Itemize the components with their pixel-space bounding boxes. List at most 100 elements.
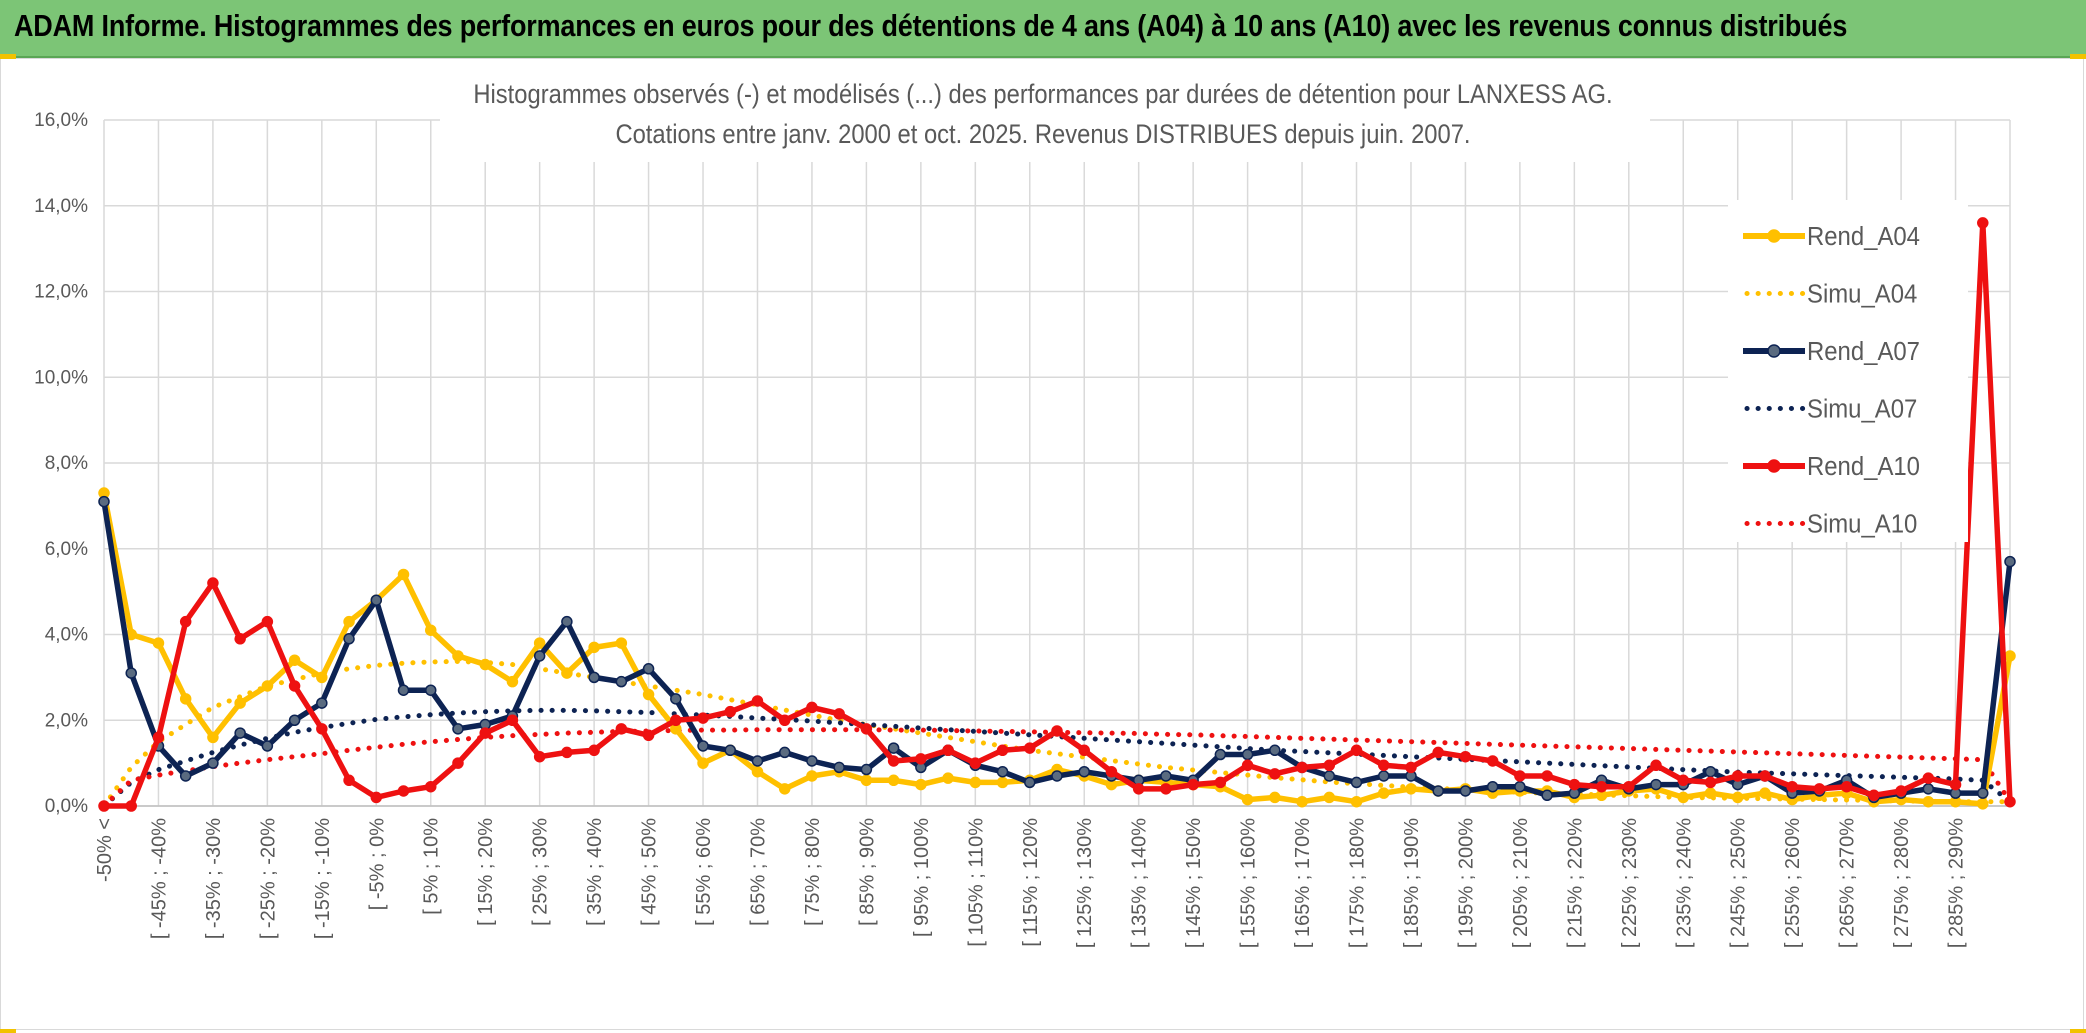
series-point-rend-a07 [125,667,137,679]
series-point-rend-a04 [316,671,328,684]
series-point-rend-a07 [1323,770,1336,782]
series-point-rend-a10 [234,633,246,645]
series-point-rend-a10 [1296,761,1308,774]
x-tick-label: [ 205% ; 210% [1510,818,1532,948]
series-point-rend-a04 [697,757,709,769]
series-point-rend-a04 [1269,791,1281,804]
series-point-rend-a10 [1051,725,1063,737]
series-point-rend-a04 [261,680,274,692]
series-point-rend-a07 [1432,785,1444,797]
legend-marker-rend-a07 [1767,344,1781,358]
series-point-rend-a10 [1813,783,1826,795]
corner-marker [0,54,16,59]
y-tick-label: 8,0% [45,453,88,474]
series-point-rend-a04 [343,615,355,628]
series-point-rend-a07 [370,594,383,606]
series-point-rend-a10 [452,757,464,769]
x-tick-label: [ 85% ; 90% [856,818,878,926]
series-point-rend-a04 [642,688,655,701]
series-point-rend-a10 [1350,744,1363,757]
series-point-rend-a07 [2004,555,2016,568]
series-point-rend-a04 [615,637,628,649]
series-point-rend-a10 [1868,789,1880,802]
x-tick-label: [ 55% ; 60% [693,818,715,926]
series-point-rend-a04 [1977,798,1989,810]
x-tick-label: [ 105% ; 110% [965,818,987,947]
y-tick-label: 12,0% [34,282,88,303]
series-point-rend-a10 [670,714,682,726]
x-tick-label: [ 155% ; 160% [1238,818,1260,948]
series-point-rend-a04 [1377,787,1390,799]
series-point-rend-a07 [1024,776,1036,789]
series-point-rend-a10 [1759,770,1771,782]
series-point-rend-a10 [806,701,818,714]
x-tick-label: [ 185% ; 190% [1401,818,1423,948]
series-point-rend-a04 [778,783,791,795]
series-point-rend-a04 [1350,795,1363,808]
series-point-rend-a10 [533,750,546,763]
series-point-rend-a10 [615,723,628,735]
series-point-rend-a10 [261,615,274,628]
chart-title: Histogrammes observés (-) et modélisés (… [473,80,1612,110]
series-point-rend-a04 [806,770,818,782]
series-point-rend-a07 [642,663,655,675]
series-point-rend-a07 [1078,765,1090,778]
series-point-rend-a10 [1922,772,1935,784]
series-point-rend-a04 [588,641,600,654]
x-tick-label: [ -35% ; -30% [203,818,225,939]
x-tick-label: [ 5% ; 10% [421,818,443,915]
x-tick-label: [ 245% ; 250% [1728,818,1750,948]
x-tick-label: [ -5% ; 0% [366,818,388,910]
series-point-rend-a07 [1241,748,1254,761]
series-point-rend-a10 [316,723,328,735]
series-point-rend-a10 [751,695,764,707]
series-point-rend-a10 [1269,768,1281,780]
x-tick-label: [ 285% ; 290% [1946,818,1968,948]
series-point-rend-a10 [642,729,655,742]
series-point-rend-a04 [969,776,982,789]
series-point-rend-a07 [261,740,274,752]
series-point-rend-a07 [1922,783,1935,795]
series-point-rend-a10 [424,780,437,793]
x-tick-label: [ 265% ; 270% [1837,818,1859,948]
series-point-rend-a07 [343,633,355,645]
series-point-rend-a07 [452,723,464,735]
header-banner: ADAM Informe. Histogrammes des performan… [0,0,2086,58]
series-point-rend-a10 [179,615,192,628]
series-point-rend-a10 [778,714,791,726]
x-tick-label: [ 15% ; 20% [475,818,497,926]
series-point-rend-a04 [751,765,764,778]
series-point-rend-a10 [1704,776,1717,789]
series-point-rend-a10 [1187,778,1199,791]
y-tick-label: 4,0% [45,625,88,646]
series-point-rend-a10 [1432,746,1444,759]
series-point-rend-a10 [1949,778,1962,791]
series-point-rend-a07 [887,742,900,754]
y-tick-label: 6,0% [45,539,88,560]
series-point-rend-a10 [860,723,873,735]
series-point-rend-a10 [1677,774,1690,787]
series-point-rend-a07 [98,495,110,508]
series-point-rend-a07 [1377,770,1390,782]
x-tick-label: [ -15% ; -10% [312,818,334,939]
series-point-rend-a07 [996,765,1009,778]
series-point-rend-a07 [860,763,873,776]
y-axis-ticks: 0,0% 2,0% 4,0% 6,0% 8,0% 10,0% 12,0% 14,0% 16,0% [34,110,88,817]
series-point-rend-a10 [1895,785,1907,797]
series-point-rend-a10 [1623,780,1635,793]
series-point-rend-a07 [234,727,246,739]
series-point-rend-a04 [561,667,573,679]
x-tick-label: [ 115% ; 120% [1020,818,1042,947]
y-tick-label: 2,0% [45,710,88,731]
x-tick-label: [ 255% ; 260% [1782,818,1804,948]
series-point-rend-a10 [288,680,301,692]
series-point-rend-a10 [588,744,600,757]
series-point-rend-a10 [1377,759,1390,772]
x-tick-label: [ 75% ; 80% [802,818,824,926]
series-point-rend-a10 [1568,778,1581,791]
series-point-rend-a10 [98,800,110,812]
x-tick-label: [ 135% ; 140% [1129,818,1151,948]
y-tick-label: 14,0% [34,196,88,217]
chart-grid [103,119,2011,807]
